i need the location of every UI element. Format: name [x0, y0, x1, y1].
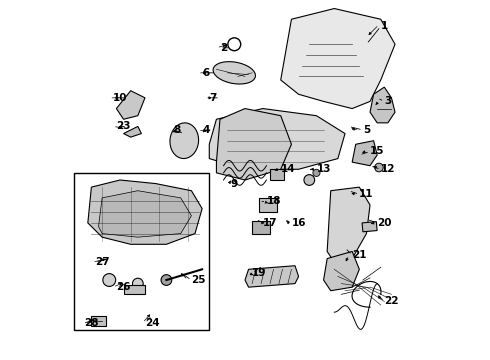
- PathPatch shape: [370, 87, 395, 123]
- Text: 23: 23: [117, 121, 131, 131]
- PathPatch shape: [217, 109, 292, 180]
- Text: 14: 14: [281, 164, 295, 174]
- Text: 16: 16: [292, 218, 306, 228]
- Text: 1: 1: [381, 21, 388, 31]
- Text: 4: 4: [202, 125, 210, 135]
- Bar: [252, 221, 270, 234]
- Text: 21: 21: [352, 250, 367, 260]
- Text: 24: 24: [145, 318, 160, 328]
- Text: 28: 28: [84, 318, 99, 328]
- Circle shape: [304, 175, 315, 185]
- Circle shape: [375, 163, 383, 172]
- PathPatch shape: [209, 109, 345, 169]
- PathPatch shape: [92, 316, 106, 327]
- Bar: [259, 198, 277, 212]
- Text: 8: 8: [173, 125, 181, 135]
- Text: 19: 19: [252, 268, 267, 278]
- Text: 22: 22: [384, 296, 399, 306]
- PathPatch shape: [88, 180, 202, 244]
- Text: 13: 13: [317, 164, 331, 174]
- Text: 12: 12: [381, 164, 395, 174]
- Ellipse shape: [170, 123, 198, 158]
- Ellipse shape: [213, 62, 255, 84]
- Text: 27: 27: [95, 257, 110, 267]
- Bar: [362, 222, 377, 232]
- Circle shape: [103, 274, 116, 287]
- PathPatch shape: [281, 9, 395, 109]
- Text: 11: 11: [359, 189, 374, 199]
- PathPatch shape: [352, 141, 377, 166]
- Bar: [123, 285, 145, 294]
- Text: 3: 3: [384, 96, 392, 107]
- Text: 10: 10: [113, 93, 127, 103]
- Text: 5: 5: [363, 125, 370, 135]
- Text: 26: 26: [117, 282, 131, 292]
- PathPatch shape: [327, 187, 370, 262]
- PathPatch shape: [123, 126, 142, 137]
- Bar: [74, 173, 209, 330]
- PathPatch shape: [323, 251, 359, 291]
- Text: 20: 20: [377, 218, 392, 228]
- Text: 25: 25: [192, 275, 206, 285]
- Bar: [270, 169, 284, 180]
- PathPatch shape: [98, 191, 192, 237]
- PathPatch shape: [245, 266, 298, 287]
- Text: 15: 15: [370, 147, 385, 157]
- Circle shape: [161, 275, 172, 285]
- Circle shape: [132, 278, 143, 289]
- Text: 9: 9: [231, 179, 238, 189]
- PathPatch shape: [117, 91, 145, 119]
- Text: 6: 6: [202, 68, 209, 78]
- Circle shape: [313, 169, 320, 176]
- Text: 18: 18: [267, 197, 281, 206]
- Text: 2: 2: [220, 43, 227, 53]
- Text: 7: 7: [209, 93, 217, 103]
- Text: 17: 17: [263, 218, 277, 228]
